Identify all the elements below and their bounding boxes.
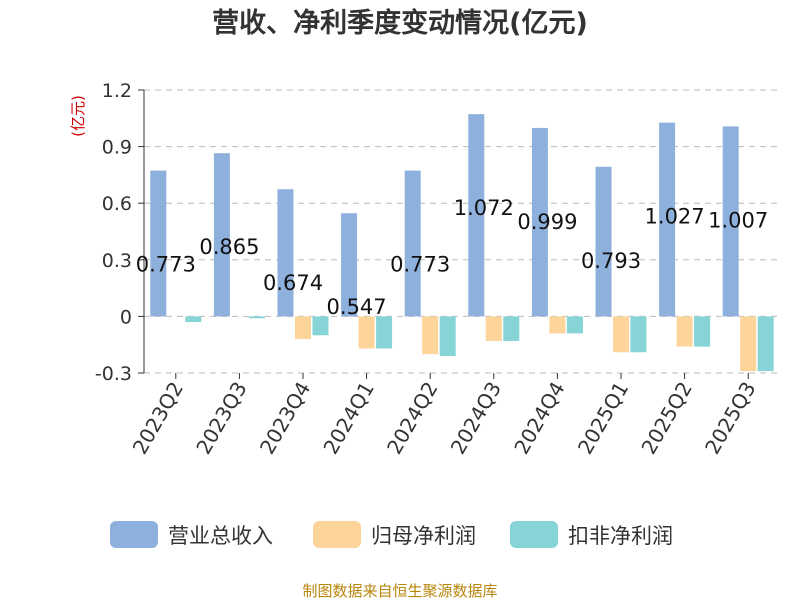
legend-swatch <box>510 521 558 548</box>
bars <box>150 114 774 372</box>
x-tick-label: 2024Q4 <box>509 378 569 459</box>
x-tick-label: 2024Q2 <box>382 378 442 459</box>
bar-2-2025Q3 <box>757 316 774 372</box>
y-tick-label: 0 <box>120 306 132 328</box>
data-label: 0.674 <box>263 271 323 295</box>
x-tick-label: 2023Q4 <box>255 378 315 459</box>
bar-0-2024Q1 <box>341 213 358 317</box>
y-tick-label: -0.3 <box>95 363 132 385</box>
bar-0-2023Q3 <box>213 153 230 317</box>
bar-0-2025Q1 <box>595 166 612 317</box>
x-tick-label: 2025Q3 <box>700 378 760 459</box>
data-label: 0.773 <box>136 253 196 277</box>
bar-2-2024Q4 <box>566 316 583 334</box>
x-tick-label: 2025Q1 <box>573 378 633 459</box>
y-tick-label: 1.2 <box>102 80 132 102</box>
data-label: 1.007 <box>708 208 768 232</box>
x-tick-label: 2025Q2 <box>636 378 696 459</box>
y-axis-unit: (亿元) <box>69 95 87 137</box>
bar-0-2024Q2 <box>404 170 421 317</box>
bar-0-2023Q2 <box>150 170 167 317</box>
bar-0-2023Q4 <box>277 189 294 317</box>
x-tick-label: 2024Q3 <box>446 378 506 459</box>
x-axis: 2023Q2 2023Q3 2023Q4 2024Q1 2024Q2 2024Q3 2024… <box>128 373 761 458</box>
data-label: 0.773 <box>390 253 450 277</box>
y-axis: 1.2 0.9 0.6 0.3 0 -0.3 <box>95 80 145 385</box>
bar-2-2024Q1 <box>376 316 393 349</box>
bar-2-2023Q3 <box>248 316 265 319</box>
y-tick-label: 0.3 <box>102 250 132 272</box>
legend-swatch <box>110 521 158 548</box>
bar-0-2024Q4 <box>531 127 548 317</box>
data-label: 0.865 <box>199 235 259 259</box>
bar-2-2025Q2 <box>694 316 711 347</box>
bar-1-2024Q2 <box>422 316 439 355</box>
y-tick-label: 0.6 <box>102 193 132 215</box>
data-label: 0.793 <box>581 249 641 273</box>
bar-2-2023Q2 <box>185 316 202 323</box>
bar-1-2025Q1 <box>613 316 629 353</box>
legend-label: 扣非净利润 <box>568 524 673 548</box>
bar-0-2024Q3 <box>468 114 485 317</box>
x-tick-label: 2024Q1 <box>318 378 378 459</box>
bar-1-2024Q3 <box>485 316 502 341</box>
data-label: 1.072 <box>454 196 514 220</box>
data-labels: 0.7730.8650.6740.5470.7731.0720.9990.793… <box>136 196 769 319</box>
bar-0-2025Q2 <box>659 122 676 317</box>
data-label: 1.027 <box>645 205 705 229</box>
bar-1-2024Q4 <box>549 316 566 334</box>
legend-label: 营业总收入 <box>168 524 273 548</box>
bar-2-2025Q1 <box>630 316 647 353</box>
bar-1-2023Q4 <box>295 316 311 340</box>
bar-1-2024Q1 <box>358 316 375 349</box>
bar-0-2025Q3 <box>722 126 739 317</box>
data-source-note: 制图数据来自恒生聚源数据库 <box>302 582 497 600</box>
data-label: 0.999 <box>517 210 577 234</box>
bar-2-2023Q4 <box>312 316 329 336</box>
data-label: 0.547 <box>327 295 387 319</box>
bar-1-2025Q2 <box>676 316 693 347</box>
bar-2-2024Q3 <box>503 316 520 341</box>
bar-2-2024Q2 <box>439 316 456 357</box>
legend-swatch <box>313 521 361 548</box>
bar-1-2025Q3 <box>740 316 757 372</box>
x-tick-label: 2023Q3 <box>191 378 251 459</box>
x-tick-label: 2023Q2 <box>128 378 188 459</box>
legend-label: 归母净利润 <box>371 524 476 548</box>
chart-title: 营收、净利季度变动情况(亿元) <box>212 7 588 39</box>
y-tick-label: 0.9 <box>102 137 132 159</box>
legend: 营业总收入 归母净利润 扣非净利润 <box>110 521 673 548</box>
